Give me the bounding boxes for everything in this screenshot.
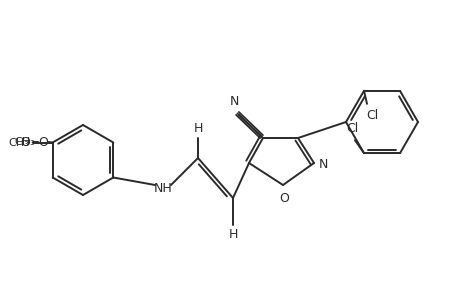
Text: H: H (228, 228, 237, 241)
Text: H: H (193, 122, 202, 135)
Text: N: N (229, 95, 238, 108)
Text: O: O (20, 136, 30, 149)
Text: Cl: Cl (345, 122, 358, 135)
Text: O: O (38, 136, 48, 148)
Text: CH₃: CH₃ (15, 137, 35, 147)
Text: Cl: Cl (365, 109, 377, 122)
Text: CH₃: CH₃ (8, 137, 28, 148)
Text: NH: NH (153, 182, 172, 194)
Text: O: O (279, 192, 288, 205)
Text: N: N (318, 158, 328, 172)
